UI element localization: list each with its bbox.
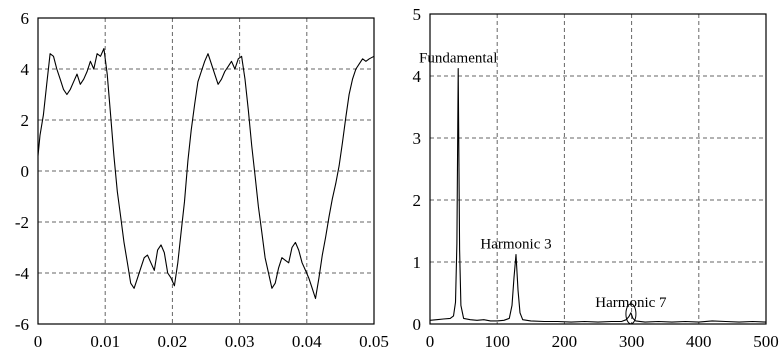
x-tick-label: 100 [484, 332, 510, 351]
waveform-line [37, 48, 375, 300]
plot-frame [429, 13, 767, 325]
x-tick-label: 0.03 [225, 332, 255, 351]
peak-marker-circle [625, 303, 637, 325]
peak-label: Harmonic 3 [480, 237, 551, 253]
x-tick-label: 0.04 [292, 332, 322, 351]
y-tick-label: 6 [21, 9, 30, 28]
x-tick-label: 400 [686, 332, 712, 351]
spectrum-line [429, 68, 767, 323]
x-tick-label: 0 [34, 332, 43, 351]
y-tick-label: -4 [15, 264, 30, 283]
spectrum-chart: Fundamental Harmonic 3 Harmonic 7 0 100 200 3… [413, 5, 779, 351]
y-tick-label: -6 [15, 315, 29, 334]
y-tick-label: 0 [413, 315, 422, 334]
y-tick-label: 2 [21, 111, 30, 130]
time-domain-chart: 0 0.01 0.02 0.03 0.04 0.05 6 4 2 0 -2 -4 -6 [15, 9, 389, 351]
x-tick-label: 200 [552, 332, 578, 351]
y-tick-label: 4 [21, 60, 30, 79]
plot-frame [37, 17, 375, 325]
y-tick-label: 1 [413, 253, 422, 272]
y-tick-label: 5 [413, 5, 422, 24]
peak-label: Fundamental [419, 51, 497, 67]
y-tick-label: 4 [413, 67, 422, 86]
x-tick-label: 300 [619, 332, 645, 351]
annotations: Fundamental Harmonic 3 Harmonic 7 [419, 51, 667, 325]
x-tick-label: 0.02 [158, 332, 188, 351]
x-tick-label: 500 [753, 332, 779, 351]
y-tick-label: 2 [413, 191, 422, 210]
y-tick-label: 0 [21, 162, 30, 181]
peak-label: Harmonic 7 [595, 295, 667, 311]
y-axis: 6 4 2 0 -2 -4 -6 [15, 9, 30, 334]
x-tick-label: 0 [426, 332, 435, 351]
x-tick-label: 0.05 [359, 332, 389, 351]
y-tick-label: 3 [413, 129, 422, 148]
x-axis: 0 100 200 300 400 500 [426, 332, 779, 351]
grid [38, 18, 374, 324]
x-tick-label: 0.01 [90, 332, 120, 351]
x-axis: 0 0.01 0.02 0.03 0.04 0.05 [34, 332, 389, 351]
grid [430, 14, 766, 324]
y-tick-label: -2 [15, 213, 29, 232]
y-axis: 5 4 3 2 1 0 [413, 5, 422, 334]
